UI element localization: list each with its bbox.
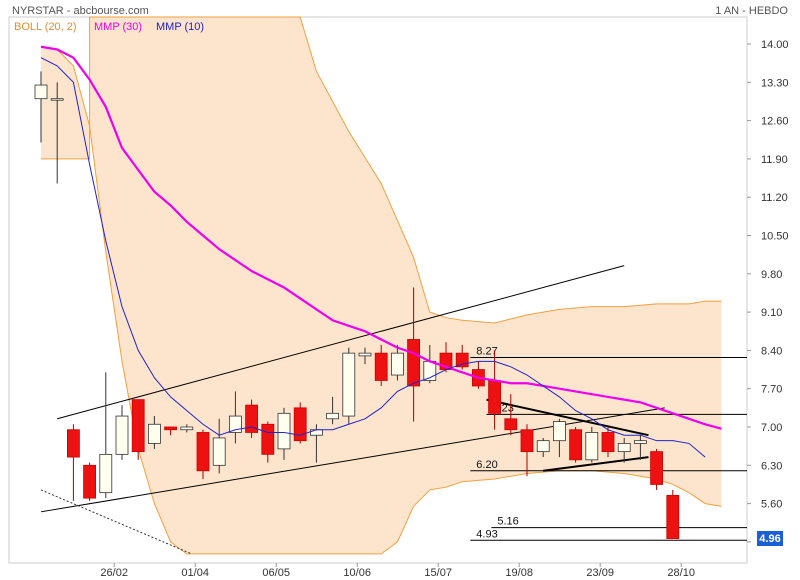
candle-body [553,421,566,442]
candle-body [390,352,404,376]
candle-body [131,399,145,453]
x-tick-label: 23/09 [586,567,614,579]
candle-body [277,412,291,450]
boll-upper-line [41,16,722,324]
level-label-8.27: 8.27 [476,346,497,358]
candle-body [488,380,502,414]
plot-frame [8,16,748,564]
legend-mmp10: MMP (10) [156,21,204,33]
candle-body [196,432,210,472]
mmp30-line [40,45,722,430]
y-tick-label: 11.90 [761,154,788,166]
mmp10-line [40,57,706,458]
x-tick-label: 01/04 [181,567,209,579]
chart-title: NYRSTAR - abcbourse.com [12,5,149,17]
candle-body [617,443,631,453]
candle-body [634,440,647,444]
candle-body [374,352,388,381]
candle-body [180,426,194,431]
last-price-value: 4.96 [759,533,780,545]
level-label-6.20: 6.20 [476,459,497,471]
candle-body [34,84,48,100]
trendline-3 [486,398,649,437]
boll-lower-line [40,46,722,555]
candle-body [601,432,615,453]
y-tick-label: 8.40 [761,345,782,357]
candle-body [504,418,518,431]
y-tick-label: 11.20 [761,192,788,204]
candle-body [569,429,582,461]
moving-averages [40,45,722,458]
candle-body [67,429,80,458]
y-tick-label: 12.60 [761,116,789,128]
candle-body [228,415,242,433]
trendline-1 [57,265,625,420]
legend: BOLL (20, 2) MMP (30) MMP (10) [14,21,204,33]
candles [34,71,680,540]
axes: 14.00 13.30 12.60 11.90 11.20 10.50 9.80 9.10 8.… [100,39,788,579]
candle-body [309,429,323,436]
x-tick-label: 28/10 [667,567,695,579]
candle-body [245,404,259,433]
candle-body [83,464,96,499]
candle-body [293,407,307,442]
y-tick-label: 7.70 [761,384,782,396]
x-tick-label: 06/05 [262,567,290,579]
level-label-4.93: 4.93 [476,528,497,540]
y-tick-label: 14.00 [761,39,789,51]
candle-body [536,440,550,453]
candle-body [358,352,372,357]
candle-body [212,437,226,466]
price-levels: 8.277.236.205.164.93 [470,346,747,541]
legend-boll: BOLL (20, 2) [14,21,77,33]
x-tick-label: 19/08 [505,567,533,579]
y-tick-label: 10.50 [761,231,789,243]
candle-body [650,451,663,485]
trendline-4 [543,456,649,472]
x-tick-label: 15/07 [424,567,452,579]
candle-body [407,339,421,387]
bollinger-band [40,16,722,555]
last-price-badge: 4.96 [757,531,783,546]
candle-body [261,423,275,455]
legend-mmp30: MMP (30) [94,21,142,33]
candle-body [147,423,161,444]
candle-body [666,494,680,540]
period-label: 1 AN - HEBDO [715,5,788,17]
candle-body [99,453,113,494]
candle-body [520,429,534,453]
boll-fill [41,17,722,554]
y-tick-label: 5.60 [761,499,782,511]
x-tick-label: 10/06 [343,567,371,579]
candle-body [585,432,599,461]
dotted-support-line [40,489,192,555]
y-tick-label: 13.30 [761,77,789,89]
candle-body [115,415,129,455]
candle-body [455,352,469,368]
candle-body [164,426,178,431]
y-tick-label: 9.80 [761,269,782,281]
y-tick-label: 7.00 [761,422,782,434]
last-price-bg [757,531,783,546]
level-label-5.16: 5.16 [497,516,518,528]
x-tick-label: 26/02 [100,567,128,579]
y-tick-label: 6.30 [761,460,782,472]
candle-body [50,98,64,101]
y-tick-label: 9.10 [761,307,782,319]
candle-body [326,412,340,420]
candle-body [342,352,356,417]
